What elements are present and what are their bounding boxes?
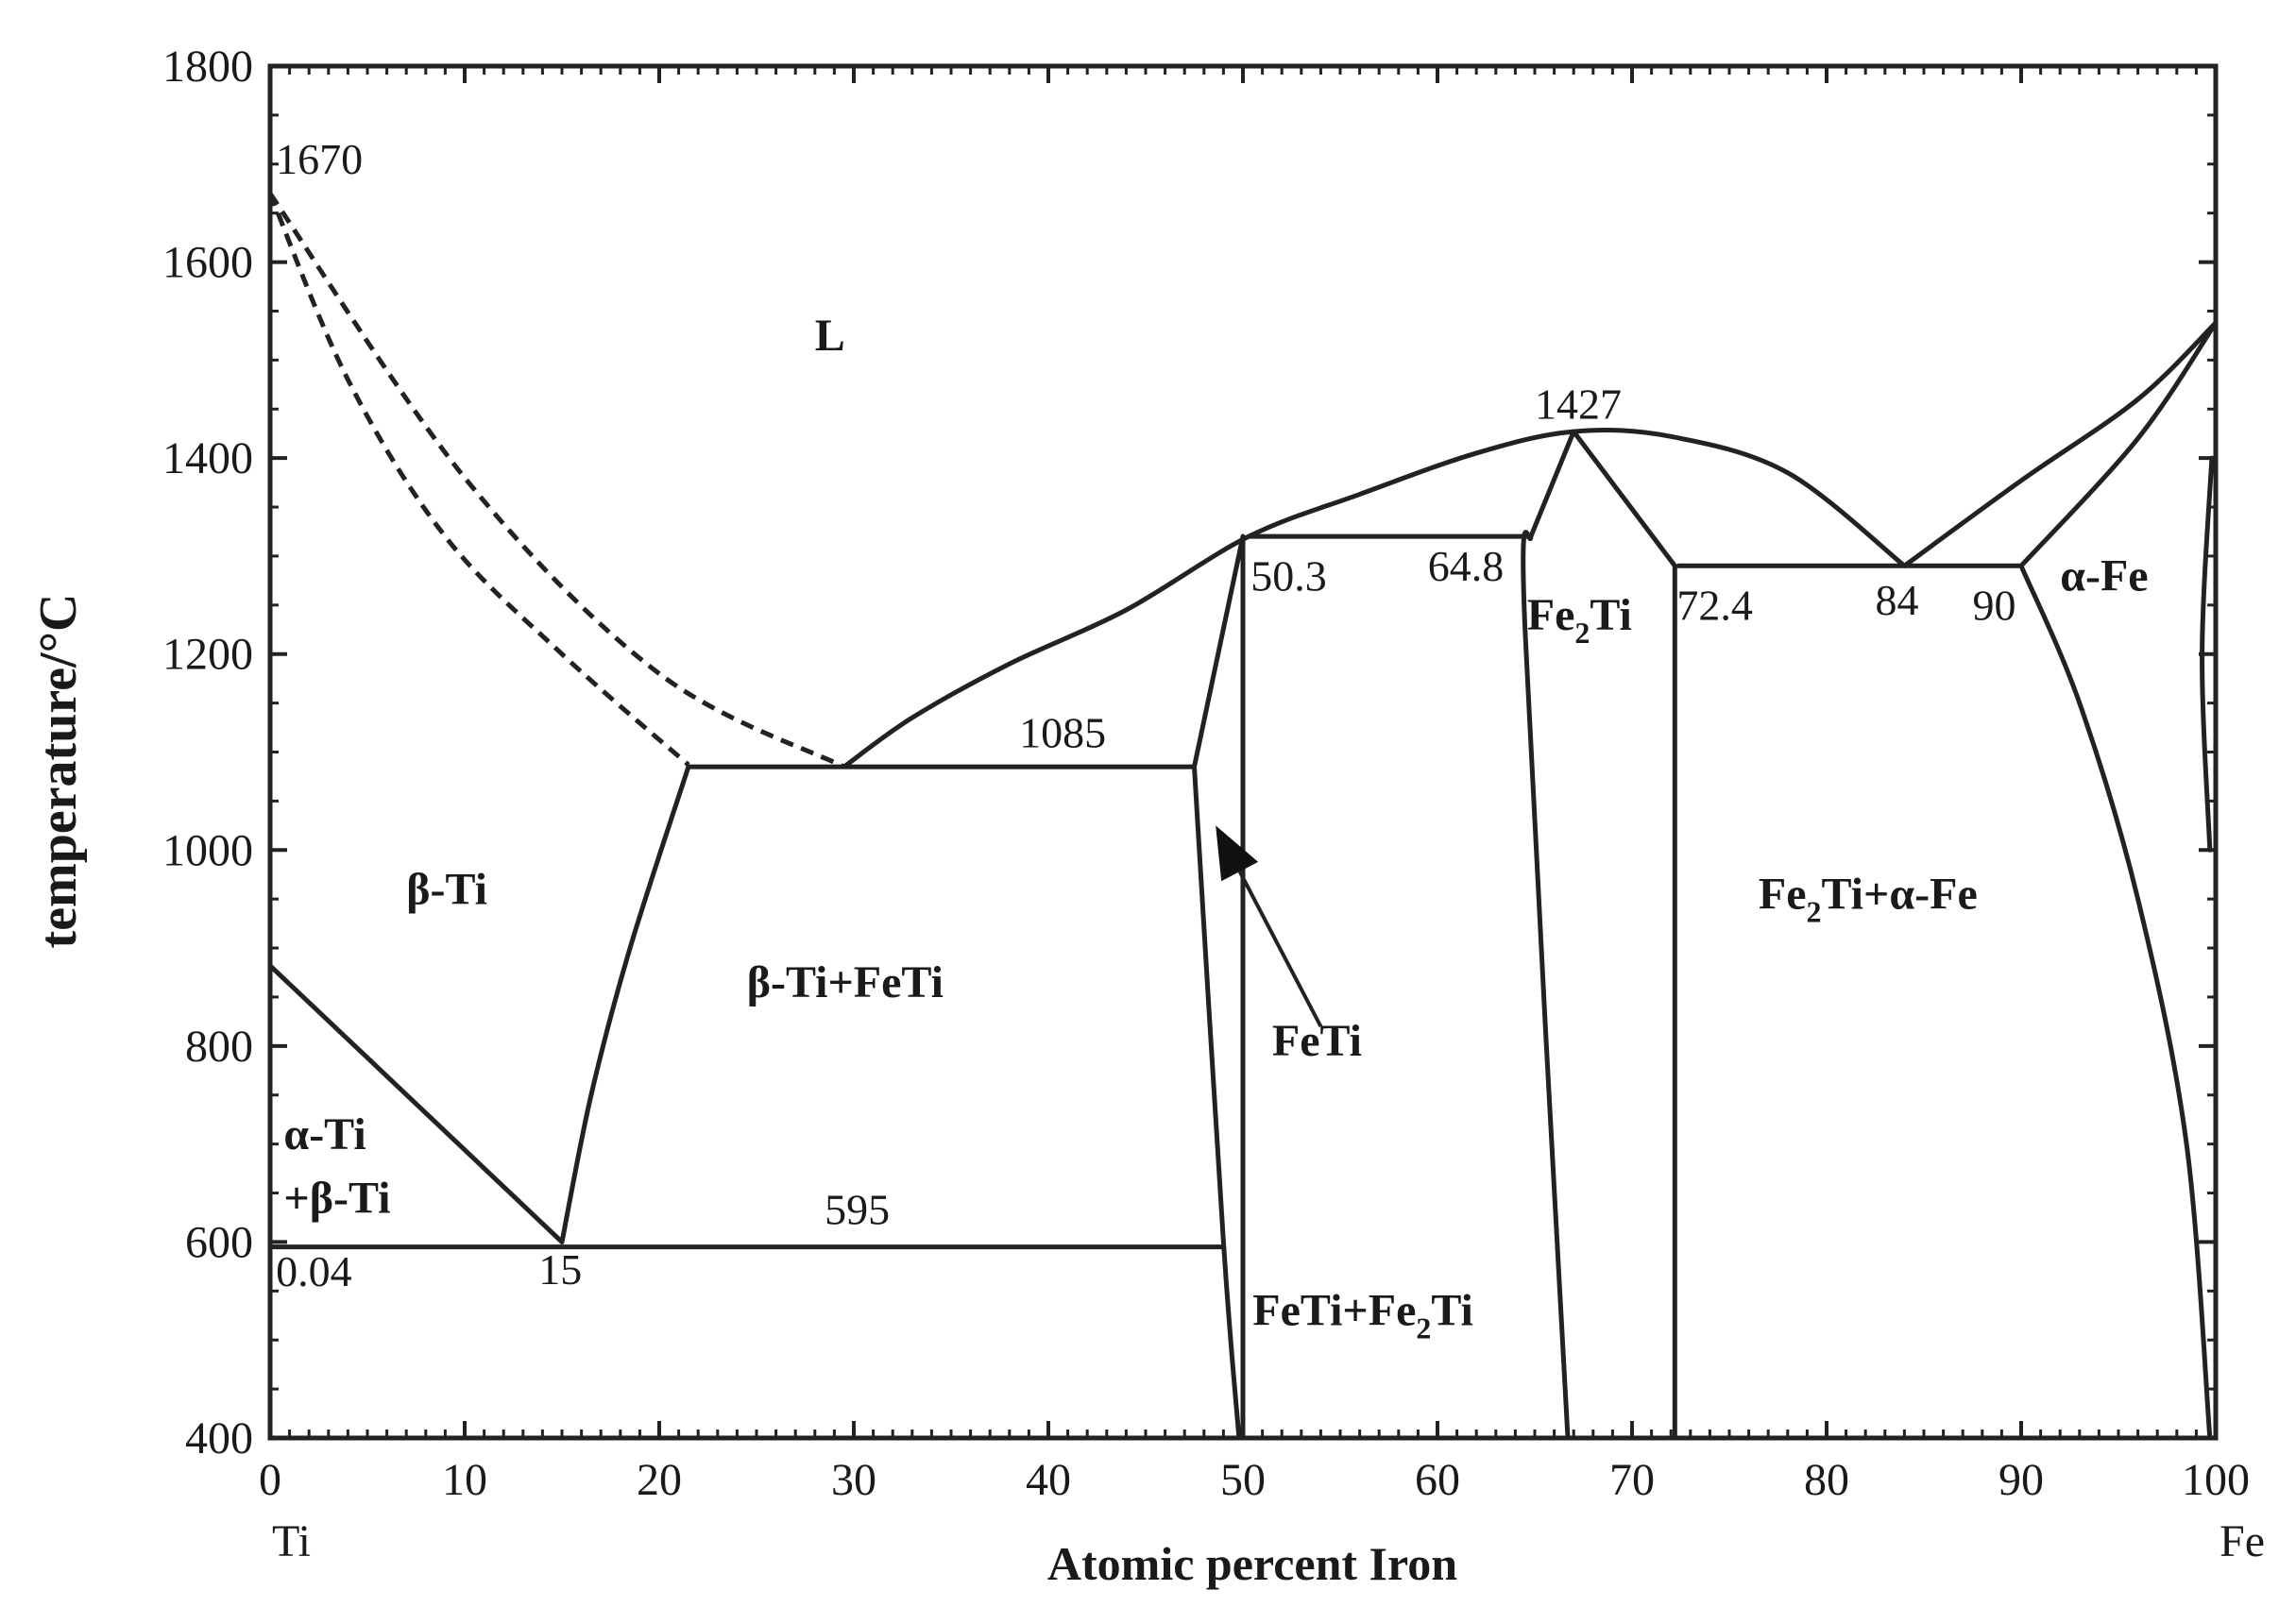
phase-boundary-line (1571, 429, 1677, 568)
y-tick-label: 800 (185, 1022, 253, 1072)
point-label: 64.8 (1428, 542, 1505, 590)
phase-boundary-line (1528, 429, 1576, 539)
phase-boundaries (267, 192, 2219, 1441)
region-label: α-Fe (2060, 550, 2148, 601)
phase-boundary-line (842, 428, 1907, 770)
region-label: FeTi+Fe2Ti (1252, 1286, 1473, 1345)
point-label: 595 (825, 1186, 890, 1234)
region-label: β-Ti (406, 864, 487, 914)
liquidus-dashed-curve (267, 192, 845, 770)
text-labels: 1670 1427 1085 50.3 64.8 72.4 84 90 595 0.04 15 Lβ-… (276, 135, 2148, 1345)
major-ticks: 0 10 20 30 40 50 60 70 80 90 100 400 600 800 1000 1200 1… (29, 42, 2265, 1590)
point-label: 90 (1973, 581, 2016, 629)
plot-frame (267, 63, 2219, 1441)
point-label: 1085 (1019, 708, 1106, 756)
region-label: Fe2Ti (1527, 590, 1632, 650)
x-tick-label: 60 (1415, 1455, 1460, 1505)
x-tick-label: 90 (1998, 1455, 2044, 1505)
point-label: 72.4 (1676, 581, 1753, 629)
phase-boundary-line (1192, 764, 1242, 1441)
x-tick-label: 100 (2182, 1455, 2250, 1505)
point-label: 1427 (1535, 381, 1622, 429)
x-axis-title: Atomic percent Iron (1047, 1537, 1457, 1590)
x-tick-label: 50 (1220, 1455, 1266, 1505)
phase-boundary-line (1901, 320, 2219, 568)
y-axis-title: temperature/°C (29, 594, 88, 949)
region-label: +β-Ti (283, 1173, 390, 1223)
phase-boundary-line (559, 764, 691, 1244)
x-end-label-left: Ti (272, 1516, 311, 1566)
y-tick-label: 1800 (162, 42, 253, 92)
y-tick-label: 1400 (162, 433, 253, 483)
region-label: FeTi (1272, 1016, 1362, 1066)
x-tick-label: 80 (1804, 1455, 1849, 1505)
y-tick-label: 400 (185, 1413, 253, 1463)
point-label: 50.3 (1250, 551, 1327, 600)
x-tick-label: 10 (442, 1455, 487, 1505)
point-label: 84 (1876, 576, 1919, 624)
phase-boundary-line (1192, 533, 1246, 770)
region-label: α-Ti (283, 1109, 366, 1159)
x-end-label-right: Fe (2219, 1516, 2265, 1566)
phase-boundary-line (267, 963, 565, 1244)
y-tick-label: 1000 (162, 825, 253, 875)
point-label: 0.04 (276, 1247, 352, 1295)
phase-boundary-line (2200, 455, 2215, 853)
phase-boundary-line (2018, 563, 2213, 1441)
x-tick-label: 30 (831, 1455, 876, 1505)
point-label: 15 (538, 1245, 582, 1294)
x-tick-label: 20 (637, 1455, 682, 1505)
y-tick-label: 600 (185, 1217, 253, 1267)
region-label: L (815, 311, 845, 361)
y-tick-label: 1200 (162, 630, 253, 680)
arrow-head (1216, 825, 1259, 882)
x-tick-label: 0 (259, 1455, 281, 1505)
feti-arrow (1216, 825, 1323, 1028)
region-label: β-Ti+FeTi (747, 957, 944, 1007)
x-tick-label: 40 (1026, 1455, 1071, 1505)
point-label: 1670 (276, 135, 363, 183)
phase-boundary-line (1521, 530, 1571, 1441)
y-tick-label: 1600 (162, 238, 253, 288)
arrow-shaft (1237, 871, 1323, 1028)
region-label: Fe2Ti+α-Fe (1759, 870, 1978, 929)
phase-boundary-line (2018, 320, 2219, 568)
x-tick-label: 70 (1609, 1455, 1655, 1505)
